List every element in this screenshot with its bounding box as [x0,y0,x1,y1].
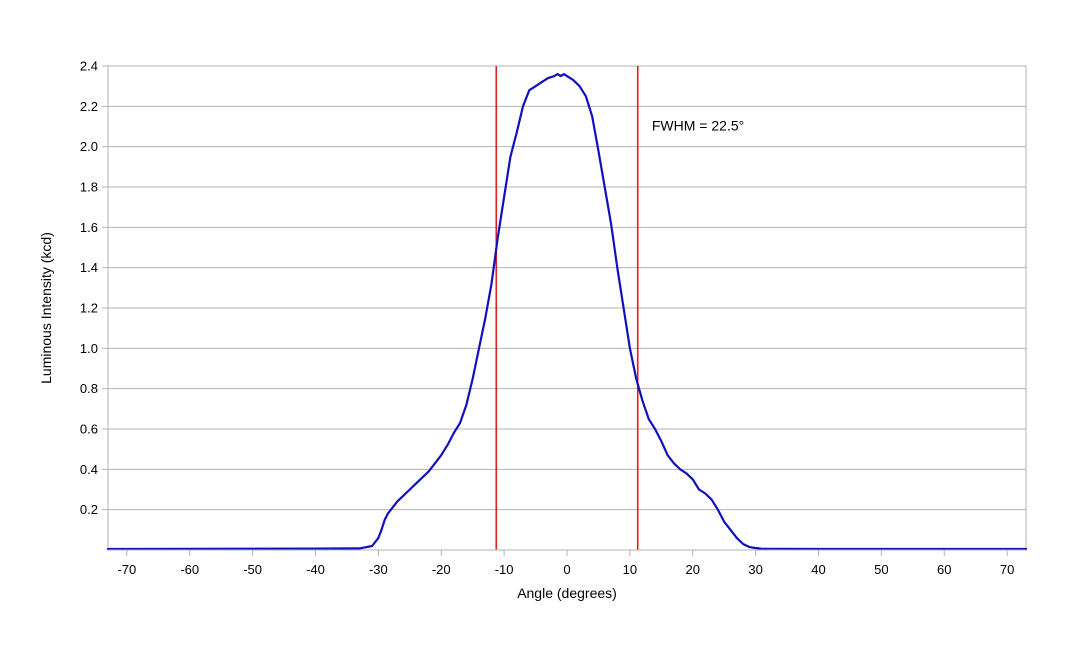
x-tick-label: -10 [495,562,514,577]
series-group [106,72,1028,551]
intensity-series-line [106,72,1028,551]
y-tick-label: 2.0 [80,139,98,154]
y-tick-label: 0.2 [80,502,98,517]
x-axis-ticks: -70 -60 -50 -40 -30 -20 -10 0 10 20 30 40 50 60 70 [117,550,1014,577]
fwhm-lines [495,66,639,550]
fwhm-annotation: FWHM = 22.5° [652,118,744,134]
x-tick-label: 40 [811,562,825,577]
y-tick-label: 1.6 [80,220,98,235]
y-tick-label: 0.8 [80,381,98,396]
annotations: FWHM = 22.5° [652,118,744,134]
x-tick-label: 50 [874,562,888,577]
y-axis-title: Luminous Intensity (kcd) [38,232,54,384]
x-tick-label: -40 [306,562,325,577]
x-tick-label: -70 [117,562,136,577]
x-tick-label: -60 [180,562,199,577]
y-axis-ticks: 0.2 0.4 0.6 0.8 1.0 1.2 1.4 1.6 1.8 2.0 2.2 2.4 [80,59,108,517]
x-tick-label: 10 [623,562,637,577]
y-tick-label: 0.6 [80,422,98,437]
y-tick-label: 2.2 [80,99,98,114]
x-tick-label: 30 [748,562,762,577]
y-tick-label: 1.2 [80,301,98,316]
x-tick-label: 0 [563,562,570,577]
y-tick-label: 2.4 [80,59,98,74]
y-tick-label: 1.0 [80,341,98,356]
x-tick-label: -20 [432,562,451,577]
x-axis-title: Angle (degrees) [517,585,617,601]
x-tick-label: 20 [686,562,700,577]
x-tick-label: -30 [369,562,388,577]
y-tick-label: 1.8 [80,180,98,195]
y-tick-label: 1.4 [80,260,98,275]
x-tick-label: 70 [1000,562,1014,577]
y-tick-label: 0.4 [80,462,98,477]
x-tick-label: -50 [243,562,262,577]
x-tick-label: 60 [937,562,951,577]
